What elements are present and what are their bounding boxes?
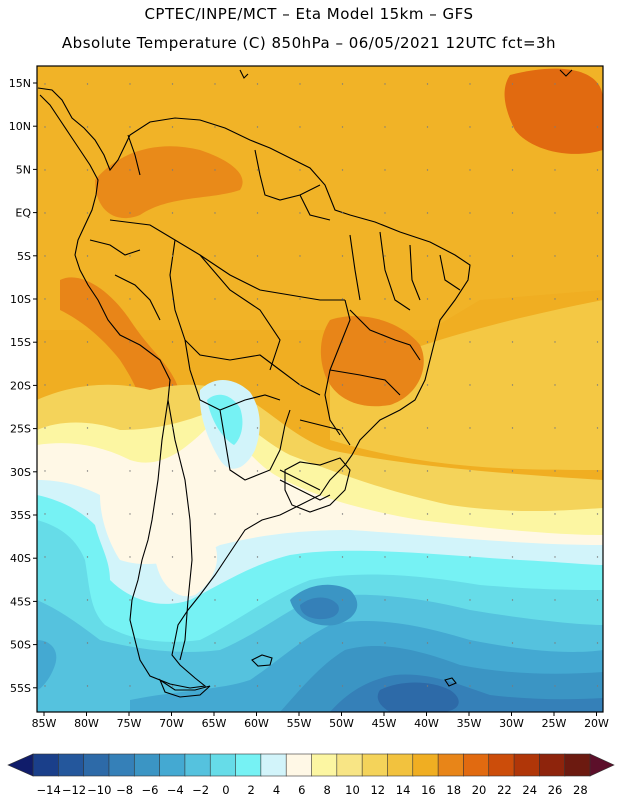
colorbar-label: 26 (548, 783, 563, 797)
colorbar-swatch (184, 753, 211, 777)
colorbar-swatch (58, 753, 85, 777)
lon-label: 75W (117, 717, 142, 730)
lat-label: 10N (9, 120, 31, 133)
lat-label: 35S (10, 509, 31, 522)
colorbar-left-arrow (7, 753, 34, 777)
lat-label: 55S (10, 682, 31, 695)
colorbar-label: 10 (345, 783, 360, 797)
lat-label: 25S (10, 423, 31, 436)
lat-label: 50S (10, 639, 31, 652)
colorbar-label: −10 (87, 783, 111, 797)
colorbar-swatch (159, 753, 186, 777)
lat-label: 30S (10, 466, 31, 479)
lon-label: 45W (372, 717, 397, 730)
colorbar-label: 24 (522, 783, 537, 797)
colorbar-label: 12 (370, 783, 385, 797)
lat-label: EQ (15, 207, 31, 220)
lat-label: 40S (10, 552, 31, 565)
map-title-line2: Absolute Temperature (C) 850hPa – 06/05/… (61, 34, 557, 52)
colorbar-swatch (260, 753, 287, 777)
colorbar-label: 28 (573, 783, 588, 797)
colorbar-swatch (437, 753, 465, 777)
colorbar-label: −8 (116, 783, 133, 797)
colorbar-label: 0 (222, 783, 229, 797)
colorbar-label: −4 (167, 783, 184, 797)
map-title-line1: CPTEC/INPE/MCT – Eta Model 15km – GFS (144, 5, 474, 23)
colorbar-label: 16 (421, 783, 436, 797)
colorbar-swatch (564, 753, 591, 777)
lat-label: 20S (10, 379, 31, 392)
colorbar-swatch (32, 753, 59, 777)
graticule-grid (37, 66, 603, 712)
colorbar-swatch (133, 753, 161, 777)
map-frame (36, 65, 604, 713)
colorbar-swatch (412, 753, 439, 777)
colorbar-label: −2 (192, 783, 209, 797)
colorbar-label: 18 (446, 783, 461, 797)
lon-label: 20W (584, 717, 609, 730)
colorbar-label: 2 (248, 783, 255, 797)
lat-label: 5N (16, 163, 31, 176)
colorbar-label: 14 (396, 783, 411, 797)
colorbar-label: −14 (37, 783, 61, 797)
lat-label: 15S (10, 336, 31, 349)
lat-label: 15N (9, 77, 31, 90)
lon-label: 50W (329, 717, 354, 730)
colorbar: −14 −12 −10 −8 −6 −4 −2 0 2 4 6 8 10 12 14 16 18 20 22 24 26… (7, 753, 615, 797)
colorbar-label: −12 (62, 783, 86, 797)
lon-label: 30W (499, 717, 524, 730)
lon-label: 55W (287, 717, 312, 730)
colorbar-label: 6 (298, 783, 305, 797)
colorbar-swatch (311, 753, 338, 777)
colorbar-label: 4 (273, 783, 280, 797)
colorbar-label: 22 (497, 783, 512, 797)
lon-label: 65W (202, 717, 227, 730)
colorbar-label: −6 (141, 783, 158, 797)
lat-label: 45S (10, 595, 31, 608)
colorbar-swatch (285, 753, 313, 777)
colorbar-swatch (539, 753, 566, 777)
colorbar-swatch (209, 753, 237, 777)
lon-label: 40W (414, 717, 439, 730)
colorbar-swatch (336, 753, 363, 777)
colorbar-swatch (488, 753, 515, 777)
lat-label: 5S (17, 250, 31, 263)
lon-label: 35W (457, 717, 482, 730)
longitude-labels: 85W 80W 75W 70W 65W 60W 55W 50W 45W 40W 35W 30W 25W 2… (32, 712, 609, 730)
lon-label: 70W (159, 717, 184, 730)
lon-label: 85W (32, 717, 57, 730)
lon-label: 60W (244, 717, 269, 730)
latitude-labels: 15N 10N 5N EQ 5S 10S 15S 20S 25S 30S 35S 40S 45S 50S 5… (9, 77, 37, 695)
colorbar-swatch (387, 753, 414, 777)
colorbar-swatch (235, 753, 262, 777)
colorbar-label: 8 (323, 783, 330, 797)
colorbar-swatch (108, 753, 135, 777)
colorbar-right-arrow (589, 753, 615, 777)
lon-label: 25W (542, 717, 567, 730)
lat-label: 10S (10, 293, 31, 306)
colorbar-swatch (83, 753, 110, 777)
colorbar-label: 20 (472, 783, 487, 797)
colorbar-swatch (361, 753, 389, 777)
colorbar-swatch (463, 753, 490, 777)
colorbar-swatch (513, 753, 540, 777)
lon-label: 80W (74, 717, 99, 730)
